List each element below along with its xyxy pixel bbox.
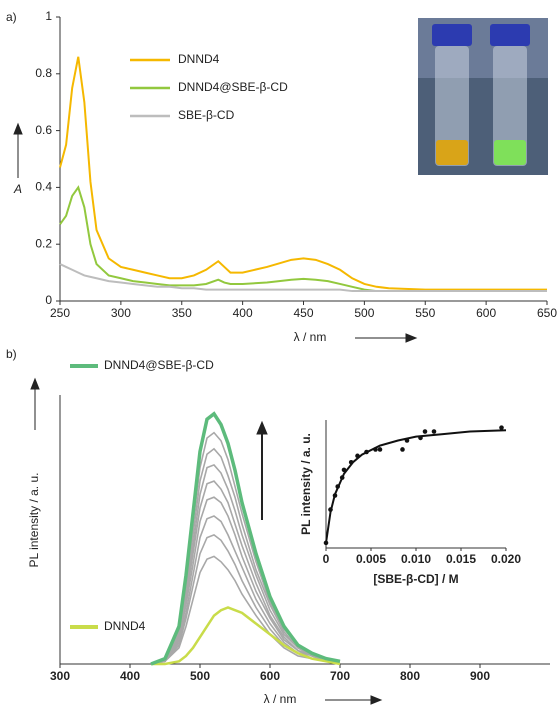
series-line xyxy=(150,447,341,665)
data-point xyxy=(348,459,354,465)
x-tick-label: 400 xyxy=(120,669,140,683)
series-line xyxy=(150,555,341,665)
series-line xyxy=(150,411,341,666)
x-tick-label: 0.015 xyxy=(446,552,476,566)
x-tick-label: 250 xyxy=(50,306,70,320)
legend-label: DNND4@SBE-β-CD xyxy=(178,80,288,94)
x-tick-label: 600 xyxy=(476,306,496,320)
y-axis-label: PL intensity / a. u. xyxy=(27,473,41,568)
x-tick-label: 0.010 xyxy=(401,552,431,566)
series-line xyxy=(151,606,341,666)
series-line xyxy=(59,185,547,293)
photo xyxy=(418,18,548,175)
y-tick-label: 0 xyxy=(45,293,52,307)
data-point xyxy=(373,447,378,452)
x-tick-label: 300 xyxy=(111,306,131,320)
data-point xyxy=(377,447,383,452)
axis-arrows xyxy=(13,122,418,705)
legend-label: DNND4@SBE-β-CD xyxy=(104,358,214,372)
x-tick-label: 550 xyxy=(415,306,435,320)
data-point xyxy=(400,447,405,452)
legend-label: DNND4 xyxy=(104,619,146,633)
x-tick-label: 0 xyxy=(323,552,330,566)
x-tick-label: 500 xyxy=(354,306,374,320)
x-tick-label: 450 xyxy=(293,306,313,320)
y-tick-label: 0.6 xyxy=(35,123,52,137)
x-tick-label: 350 xyxy=(172,306,192,320)
x-tick-label: 400 xyxy=(233,306,253,320)
panel-label: a) xyxy=(6,10,17,24)
data-point xyxy=(341,467,347,473)
data-point xyxy=(431,429,437,434)
data-point xyxy=(364,449,369,455)
data-point xyxy=(332,493,338,498)
data-point xyxy=(339,475,345,480)
x-axis-label: λ / nm xyxy=(294,330,327,344)
data-point xyxy=(355,453,360,459)
x-tick-label: 500 xyxy=(190,669,210,683)
y-axis-label: PL intensity / a. u. xyxy=(299,433,313,535)
x-tick-label: 800 xyxy=(400,669,420,683)
y-axis-label: A xyxy=(13,182,22,196)
legend-label: SBE-β-CD xyxy=(178,108,235,122)
y-tick-label: 0.2 xyxy=(35,236,52,250)
y-tick-label: 1 xyxy=(45,9,52,23)
data-point xyxy=(404,438,410,443)
x-tick-label: 300 xyxy=(50,669,70,683)
fit-line xyxy=(325,429,507,544)
x-tick-label: 600 xyxy=(260,669,280,683)
x-axis-label: λ / nm xyxy=(264,692,297,706)
data-point xyxy=(328,507,333,512)
x-tick-label: 0.005 xyxy=(356,552,386,566)
y-tick-label: 0.8 xyxy=(35,66,52,80)
x-axis-label: [SBE-β-CD] / M xyxy=(373,572,458,586)
data-point xyxy=(418,435,423,441)
x-tick-label: 0.020 xyxy=(491,552,521,566)
series-line xyxy=(150,480,340,665)
legend-label: DNND4 xyxy=(178,52,220,66)
series-line xyxy=(59,56,547,291)
x-tick-label: 700 xyxy=(330,669,350,683)
data-point xyxy=(422,429,428,434)
y-tick-label: 0.4 xyxy=(35,180,52,194)
data-point xyxy=(323,540,329,546)
series-line xyxy=(59,263,547,293)
x-tick-label: 900 xyxy=(470,669,490,683)
x-tick-label: 650 xyxy=(537,306,557,320)
panel-label: b) xyxy=(6,347,17,361)
data-point xyxy=(499,425,504,430)
data-point xyxy=(335,484,341,489)
